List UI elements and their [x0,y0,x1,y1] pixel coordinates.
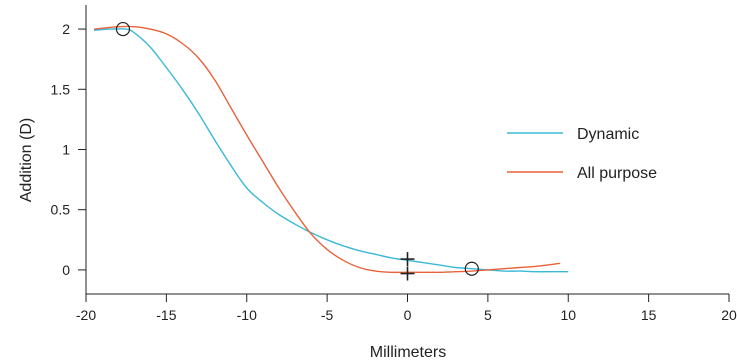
legend: Dynamic All purpose [507,126,657,182]
y-tick-label: 2 [62,21,70,37]
series-line-all-purpose [93,25,561,274]
circle-marker [464,261,479,276]
x-tick-label: 20 [721,307,737,323]
x-tick-label: -15 [156,307,176,323]
x-tick-label: 5 [484,307,492,323]
cross-marker [400,266,415,281]
x-tick-label: -20 [76,307,96,323]
circle-marker [115,21,131,37]
series-lines [93,25,569,274]
legend-label-all-purpose: All purpose [577,165,657,182]
x-ticks: -20 -15 -10 -5 0 5 10 15 20 [76,294,737,323]
x-tick-label: -5 [321,307,334,323]
cross-marker [400,252,415,267]
y-tick-label: 1 [62,142,70,158]
x-tick-label: 15 [641,307,657,323]
x-tick-label: -10 [237,307,257,323]
point-markers [115,21,479,281]
y-tick-label: 0 [62,262,70,278]
y-tick-label: 1.5 [51,81,71,97]
x-tick-label: 10 [560,307,576,323]
legend-label-dynamic: Dynamic [577,126,639,143]
series-line-dynamic [93,28,569,273]
x-tick-label: 0 [404,307,412,323]
axes [85,5,729,295]
y-axis-label: Addition (D) [18,118,35,202]
y-ticks: 0 0.5 1 1.5 2 [51,21,86,278]
y-tick-label: 0.5 [51,202,71,218]
x-axis-label: Millimeters [370,344,446,361]
